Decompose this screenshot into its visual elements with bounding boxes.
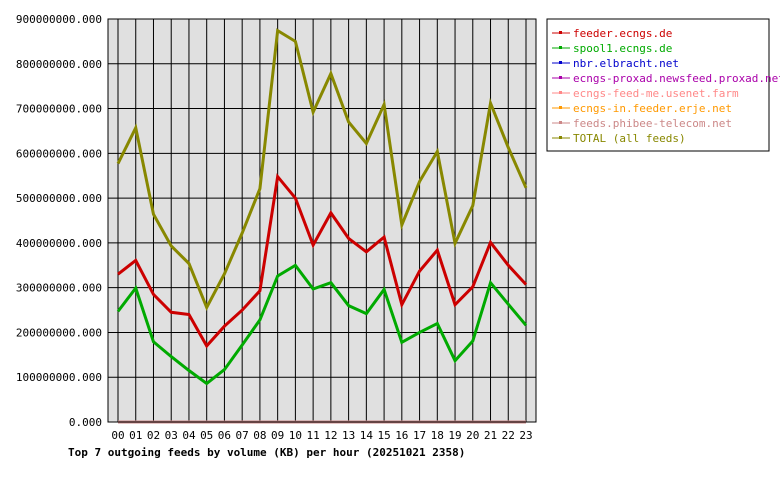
x-tick-label: 16	[395, 429, 408, 442]
x-tick-label: 19	[448, 429, 461, 442]
legend-label: feeds.phibee-telecom.net	[573, 117, 732, 130]
x-tick-label: 11	[307, 429, 320, 442]
plot-area	[108, 19, 536, 422]
legend-label: nbr.elbracht.net	[573, 57, 679, 70]
plot-border	[107, 18, 537, 423]
x-tick-label: 03	[165, 429, 178, 442]
x-tick-label: 09	[271, 429, 284, 442]
y-tick-label: 800000000.000	[16, 58, 102, 71]
legend-box	[546, 18, 770, 152]
legend-label: ecngs-feed-me.usenet.farm	[573, 87, 739, 100]
x-tick-label: 21	[484, 429, 497, 442]
legend-marker	[559, 76, 562, 79]
legend-label: TOTAL (all feeds)	[573, 132, 686, 145]
x-tick-label: 02	[147, 429, 160, 442]
legend-marker	[559, 91, 562, 94]
legend-marker	[559, 61, 562, 64]
legend-marker	[559, 121, 562, 124]
y-tick-label: 100000000.000	[16, 371, 102, 384]
x-tick-label: 22	[502, 429, 515, 442]
y-tick-label: 900000000.000	[16, 13, 102, 26]
series-line-0	[117, 173, 528, 349]
x-tick-label: 18	[431, 429, 444, 442]
y-tick-label: 600000000.000	[16, 147, 102, 160]
x-tick-label: 00	[111, 429, 124, 442]
legend-label: ecngs-in.feeder.erje.net	[573, 102, 732, 115]
x-tick-label: 15	[377, 429, 390, 442]
legend-label: spool1.ecngs.de	[573, 42, 672, 55]
x-tick-label: 17	[413, 429, 426, 442]
x-tick-label: 10	[289, 429, 302, 442]
legend: feeder.ecngs.de spool1.ecngs.de nbr.elbrac…	[546, 18, 780, 152]
series-line-7	[116, 28, 528, 311]
x-tick-label: 04	[182, 429, 196, 442]
chart-title: Top 7 outgoing feeds by volume (KB) per …	[68, 446, 465, 459]
x-tick-label: 12	[324, 429, 337, 442]
legend-marker	[559, 136, 562, 139]
y-tick-label: 0.000	[69, 416, 102, 429]
legend-marker	[559, 31, 562, 34]
x-tick-label: 08	[253, 429, 266, 442]
x-tick-label: 05	[200, 429, 213, 442]
series-line-1	[116, 263, 528, 386]
legend-label: feeder.ecngs.de	[573, 27, 672, 40]
y-tick-label: 200000000.000	[16, 326, 102, 339]
y-tick-label: 700000000.000	[16, 103, 102, 116]
x-tick-label: 20	[466, 429, 479, 442]
y-tick-label: 500000000.000	[16, 192, 102, 205]
legend-label: ecngs-proxad.newsfeed.proxad.net	[573, 72, 780, 85]
legend-marker	[559, 106, 562, 109]
x-tick-label: 07	[236, 429, 249, 442]
x-tick-label: 06	[218, 429, 231, 442]
x-tick-label: 14	[360, 429, 374, 442]
x-tick-label: 13	[342, 429, 355, 442]
x-axis-ticks: 00 01 02 03 04 05 06 07 08 09 10 11 12 13 14 15 16 17 18 19…	[111, 429, 532, 442]
y-axis-ticks: 0.000 100000000.000 200000000.000 300000000…	[16, 13, 102, 429]
x-tick-label: 01	[129, 429, 142, 442]
y-tick-label: 300000000.000	[16, 282, 102, 295]
legend-marker	[559, 46, 562, 49]
y-tick-label: 400000000.000	[16, 237, 102, 250]
x-tick-label: 23	[519, 429, 532, 442]
